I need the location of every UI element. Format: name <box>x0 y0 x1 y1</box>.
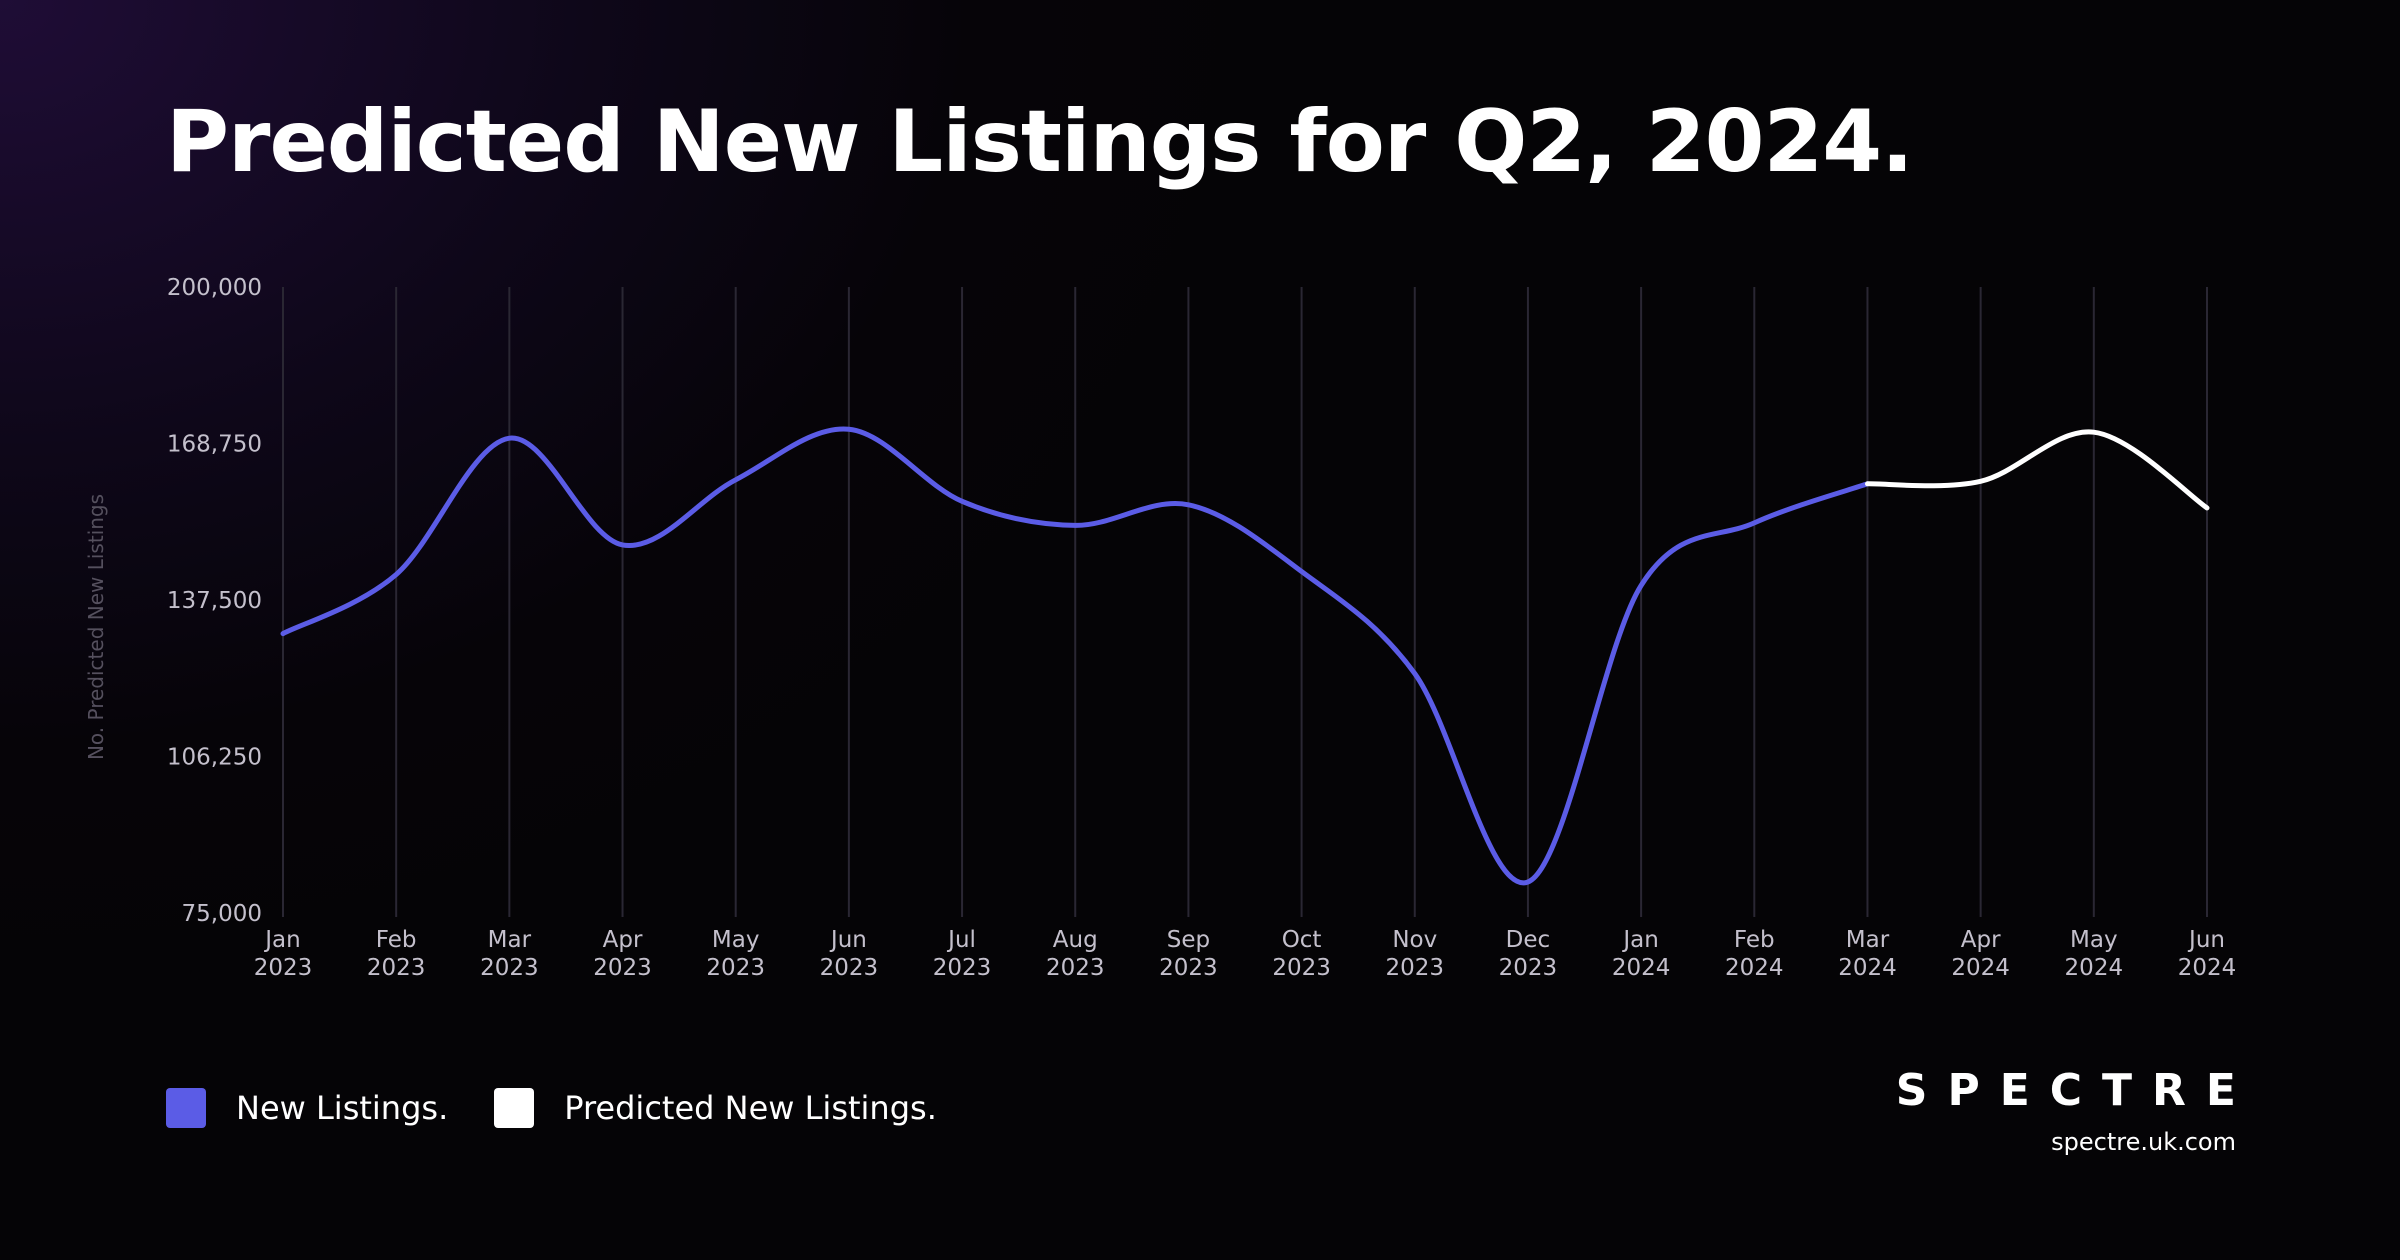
x-tick-month: May <box>2070 927 2118 953</box>
x-tick-month: Feb <box>376 927 417 953</box>
brand-block: SPECTRE spectre.uk.com <box>1896 1065 2236 1156</box>
legend-item-predicted-new-listings: Predicted New Listings. <box>494 1088 937 1128</box>
legend-label-predicted-new-listings: Predicted New Listings. <box>564 1089 937 1127</box>
x-tick-month: Jul <box>946 927 976 953</box>
x-tick-year: 2023 <box>1272 955 1331 981</box>
x-tick-year: 2023 <box>1159 955 1218 981</box>
x-tick-year: 2024 <box>1838 955 1897 981</box>
y-tick-label: 75,000 <box>182 901 262 927</box>
x-tick-month: Apr <box>1961 927 2001 953</box>
x-axis-ticks: Jan2023Feb2023Mar2023Apr2023May2023Jun20… <box>254 927 2237 981</box>
x-tick-year: 2023 <box>1385 955 1444 981</box>
x-tick-year: 2023 <box>367 955 426 981</box>
series-line-predicted-new-listings <box>1865 429 2210 511</box>
legend: New Listings. Predicted New Listings. <box>166 1088 983 1128</box>
series-lines <box>280 426 2210 886</box>
brand-website: spectre.uk.com <box>2051 1128 2236 1156</box>
y-tick-label: 106,250 <box>167 745 262 771</box>
series-line-new-listings <box>280 426 1870 886</box>
x-tick-year: 2023 <box>254 955 313 981</box>
y-axis-ticks: 200,000 168,750 137,500 106,250 75,000 <box>167 275 262 927</box>
x-tick-year: 2023 <box>933 955 992 981</box>
x-tick-month: Sep <box>1167 927 1210 953</box>
legend-item-new-listings: New Listings. <box>166 1088 448 1128</box>
x-tick-month: Dec <box>1506 927 1551 953</box>
chart-title: Predicted New Listings for Q2, 2024. <box>166 92 1914 192</box>
x-tick-month: Jan <box>263 927 300 953</box>
x-tick-year: 2024 <box>2178 955 2237 981</box>
x-tick-year: 2023 <box>706 955 765 981</box>
x-tick-year: 2024 <box>2065 955 2124 981</box>
y-tick-label: 168,750 <box>167 432 262 458</box>
x-tick-month: Jun <box>2187 927 2225 953</box>
x-tick-month: Nov <box>1392 927 1437 953</box>
legend-label-new-listings: New Listings. <box>236 1089 449 1127</box>
x-tick-year: 2023 <box>480 955 539 981</box>
legend-swatch-predicted-new-listings <box>494 1088 535 1128</box>
x-tick-year: 2024 <box>1951 955 2010 981</box>
x-tick-month: Apr <box>603 927 643 953</box>
x-tick-month: Jan <box>1621 927 1658 953</box>
x-tick-year: 2024 <box>1612 955 1671 981</box>
x-tick-year: 2023 <box>820 955 879 981</box>
y-tick-label: 137,500 <box>167 588 262 614</box>
x-tick-year: 2023 <box>1499 955 1558 981</box>
x-tick-year: 2023 <box>1046 955 1105 981</box>
x-tick-month: Aug <box>1053 927 1098 953</box>
x-tick-year: 2023 <box>593 955 652 981</box>
x-tick-month: Mar <box>488 927 532 953</box>
x-tick-month: Mar <box>1846 927 1890 953</box>
x-tick-month: Oct <box>1282 927 1322 953</box>
x-tick-year: 2024 <box>1725 955 1784 981</box>
legend-swatch-new-listings <box>166 1088 206 1128</box>
y-axis-label: No. Predicted New Listings <box>84 493 108 761</box>
y-tick-label: 200,000 <box>167 275 262 301</box>
spectre-logo: SPECTRE <box>1895 1065 2256 1116</box>
x-tick-month: Feb <box>1734 927 1775 953</box>
x-tick-month: May <box>712 927 760 953</box>
x-tick-month: Jun <box>829 927 867 953</box>
grid-lines <box>282 287 2208 917</box>
